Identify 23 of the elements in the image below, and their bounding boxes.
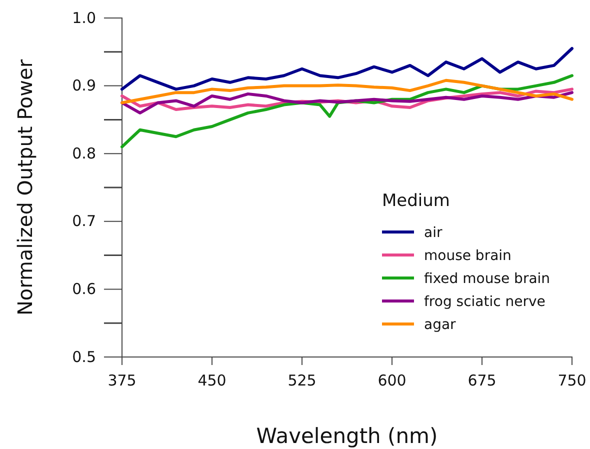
x-tick-label: 750 bbox=[558, 372, 586, 390]
line-series bbox=[120, 91, 574, 114]
x-axis-title: Wavelength (nm) bbox=[256, 424, 438, 448]
y-tick-label: 0.7 bbox=[72, 212, 96, 230]
y-tick-label: 0.5 bbox=[72, 348, 96, 366]
legend-label: fixed mouse brain bbox=[424, 271, 550, 287]
x-tick-label: 600 bbox=[378, 372, 406, 390]
line-series bbox=[120, 47, 574, 91]
x-tick-label: 525 bbox=[288, 372, 316, 390]
legend-label: frog sciatic nerve bbox=[424, 294, 546, 310]
y-tick-label: 0.9 bbox=[72, 76, 96, 95]
y-axis-title: Normalized Output Power bbox=[13, 58, 37, 316]
legend-label: agar bbox=[424, 317, 456, 333]
legend-title: Medium bbox=[382, 191, 450, 211]
legend-label: mouse brain bbox=[424, 248, 512, 264]
y-tick-label: 0.6 bbox=[72, 280, 96, 298]
x-tick-label: 450 bbox=[198, 372, 226, 390]
y-tick-label: 0.8 bbox=[72, 144, 96, 162]
line-series bbox=[120, 78, 574, 104]
x-tick-label: 375 bbox=[108, 372, 136, 390]
x-tick-label: 675 bbox=[468, 372, 496, 390]
y-tick-label: 1.0 bbox=[72, 8, 96, 27]
legend-label: air bbox=[424, 225, 442, 241]
